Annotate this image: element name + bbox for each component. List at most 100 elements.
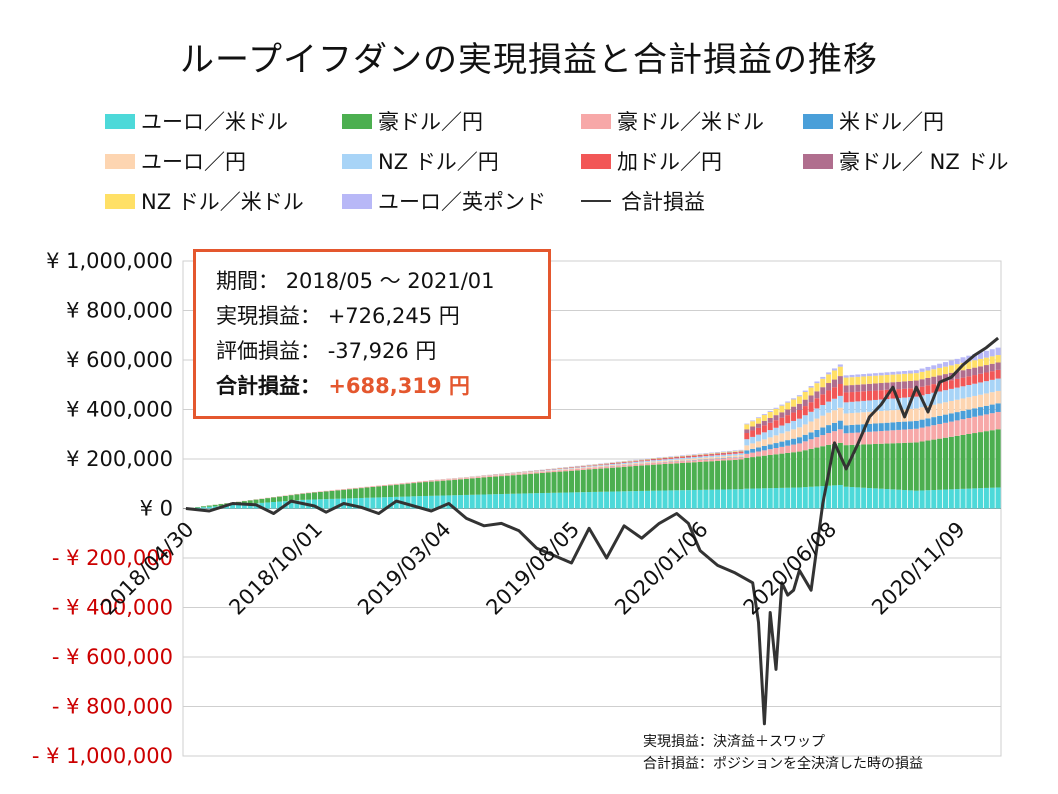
bar-segment	[738, 449, 744, 451]
bar-segment	[948, 421, 954, 437]
bar-segment	[767, 417, 773, 423]
bar-segment	[440, 480, 446, 496]
bar-segment	[569, 468, 575, 470]
bar-segment	[644, 460, 651, 461]
bar-segment	[411, 483, 417, 497]
bar-segment	[306, 492, 312, 494]
bar-segment	[831, 431, 837, 444]
bar-segment	[843, 486, 849, 509]
bar-segment	[434, 495, 440, 509]
y-tick-label: - ¥ 1,000,000	[32, 744, 173, 768]
bar-segment	[931, 417, 937, 426]
bar-segment	[329, 490, 335, 499]
bar-segment	[522, 474, 528, 494]
bar-segment	[574, 470, 580, 493]
bar-segment	[966, 417, 972, 434]
bar-segment	[434, 480, 440, 482]
bar-segment	[580, 468, 586, 470]
bar-segment	[604, 468, 610, 492]
bar-segment	[756, 427, 762, 435]
bar-segment	[902, 371, 908, 374]
legend-item: NZ ドル／米ドル	[105, 188, 304, 214]
bar-segment	[843, 413, 849, 426]
bar-segment	[855, 374, 861, 377]
bar-segment	[709, 453, 715, 455]
bar-segment	[814, 381, 820, 384]
y-tick-label: ¥ 600,000	[66, 348, 173, 372]
bar-segment	[604, 465, 610, 467]
bar-segment	[200, 507, 206, 509]
bar-segment	[779, 417, 785, 426]
bar-segment	[715, 454, 721, 456]
total-pnl-line	[185, 336, 1000, 726]
bar-segment	[995, 347, 1001, 356]
bar-segment	[937, 375, 943, 383]
bar-segment	[925, 366, 931, 371]
bar-segment	[978, 382, 984, 395]
bar-segment	[452, 495, 458, 509]
bar-segment	[802, 450, 808, 488]
bar-segment	[650, 490, 656, 509]
bar-segment	[592, 491, 598, 509]
bar-segment	[428, 495, 434, 509]
bar-segment	[720, 452, 726, 454]
bar-segment	[989, 349, 995, 357]
bar-segment	[913, 442, 919, 491]
bar-segment	[311, 499, 317, 509]
bar-segment	[867, 400, 873, 412]
bar-segment	[826, 401, 832, 413]
bar-segment	[878, 488, 884, 509]
bar-segment	[726, 455, 732, 458]
bar-segment	[767, 411, 773, 418]
bar-segment	[668, 458, 674, 459]
bar-segment	[849, 444, 855, 488]
bar-segment	[831, 398, 837, 411]
bar-segment	[849, 424, 855, 433]
bar-segment	[855, 444, 861, 488]
bar-segment	[347, 489, 353, 499]
bar-segment	[779, 441, 785, 447]
bar-segment	[551, 470, 557, 471]
bar-segment	[592, 465, 598, 467]
y-tick-label: ¥ 800,000	[66, 299, 173, 323]
bar-segment	[364, 486, 370, 488]
bar-segment	[609, 465, 615, 467]
bar-segment	[294, 494, 300, 501]
bar-segment	[417, 482, 423, 497]
bar-segment	[551, 472, 557, 493]
bar-segment	[516, 474, 522, 494]
bar-segment	[329, 490, 335, 491]
bar-segment	[563, 469, 569, 472]
bar-segment	[814, 447, 820, 487]
bar-segment	[767, 430, 773, 438]
bar-segment	[674, 457, 680, 459]
bar-segment	[867, 488, 873, 509]
bar-segment	[195, 507, 201, 508]
bar-segment	[843, 402, 849, 414]
bar-segment	[574, 468, 580, 469]
bar-segment	[417, 481, 423, 483]
bar-segment	[884, 399, 890, 411]
bar-segment	[715, 460, 721, 490]
bar-segment	[878, 431, 884, 444]
stacked-bar-series	[189, 347, 1001, 509]
bar-segment	[358, 497, 364, 509]
bar-segment	[937, 424, 943, 439]
bar-segment	[691, 489, 697, 509]
bar-segment	[942, 422, 949, 438]
bar-segment	[726, 489, 732, 509]
bar-segment	[621, 465, 627, 467]
bar-segment	[738, 489, 744, 509]
bar-segment	[715, 456, 721, 459]
bar-segment	[569, 467, 575, 469]
bar-segment	[890, 430, 896, 444]
bar-segment	[732, 457, 738, 460]
bar-segment	[919, 441, 925, 491]
bar-segment	[872, 444, 878, 489]
bar-segment	[983, 357, 989, 366]
bar-segment	[972, 433, 978, 489]
bar-segment	[615, 465, 621, 468]
bar-segment	[715, 458, 721, 461]
bar-segment	[639, 463, 645, 466]
bar-segment	[481, 494, 487, 509]
